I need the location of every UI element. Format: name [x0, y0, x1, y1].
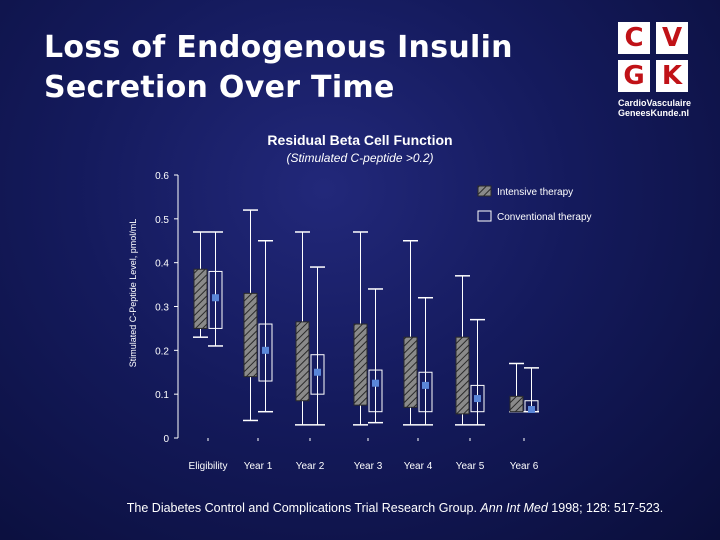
box — [403, 336, 418, 408]
box — [418, 371, 433, 413]
x-tick-label: Year 1 — [244, 461, 273, 472]
y-tick-label: 0.5 — [155, 215, 169, 226]
chart-subtitle: (Stimulated C-peptide >0.2) — [286, 151, 434, 165]
median-marker — [422, 381, 429, 389]
y-tick-label: 0.1 — [155, 390, 169, 401]
y-tick-label: 0.6 — [155, 171, 169, 182]
intensive-box — [243, 209, 258, 422]
cvgk-logo: C V G K CardioVasculaire GeneesKunde.nl — [618, 22, 698, 118]
y-tick-label: 0.4 — [155, 259, 169, 270]
median-marker — [372, 379, 379, 387]
x-tick-label: Year 4 — [404, 461, 433, 472]
conventional-box — [418, 296, 433, 426]
citation: The Diabetes Control and Complications T… — [0, 501, 720, 515]
logo-letter-c: C — [618, 22, 650, 54]
x-tick-label: Eligibility — [189, 461, 228, 472]
legend-swatch-open — [477, 210, 492, 222]
citation-details: 1998; 128: 517-523. — [547, 501, 664, 515]
box — [243, 292, 258, 378]
median-marker — [474, 395, 481, 403]
citation-journal: Ann Int Med — [480, 501, 548, 515]
median-marker — [528, 406, 535, 414]
box — [509, 395, 524, 413]
y-tick-label: 0.3 — [155, 303, 169, 314]
intensive-box — [509, 362, 524, 413]
logo-letter-v: V — [656, 22, 688, 54]
intensive-box — [295, 231, 310, 426]
median-marker — [212, 294, 219, 302]
box — [193, 268, 208, 329]
citation-authors: The Diabetes Control and Complications T… — [126, 501, 481, 515]
box — [353, 323, 368, 406]
legend-label: Intensive therapy — [497, 187, 573, 198]
x-tick-label: Year 2 — [296, 461, 325, 472]
conventional-box — [470, 318, 485, 426]
conventional-box — [368, 288, 383, 424]
legend-swatch-hatched — [477, 185, 492, 197]
intensive-box — [455, 275, 470, 426]
x-tick-label: Year 5 — [456, 461, 485, 472]
box — [368, 369, 383, 413]
plot-area: 0 0.1 0.2 0.3 0.4 0.5 0.6 Eligibility Year 1 Year… — [155, 171, 591, 472]
intensive-box — [353, 231, 368, 426]
median-marker — [262, 346, 269, 354]
y-tick-label: 0 — [163, 434, 169, 445]
conventional-box — [524, 367, 539, 414]
logo-letter-k: K — [656, 60, 688, 92]
x-tick-label: Year 6 — [510, 461, 539, 472]
conventional-box — [310, 266, 325, 426]
intensive-box — [193, 231, 208, 338]
logo-letter-g: G — [618, 60, 650, 92]
chart-title: Residual Beta Cell Function — [267, 132, 453, 148]
median-marker — [314, 368, 321, 376]
conventional-box — [208, 231, 223, 347]
slide-title: Loss of Endogenous Insulin Secretion Ove… — [44, 28, 604, 108]
box — [470, 384, 485, 413]
x-tick-label: Year 3 — [354, 461, 383, 472]
box — [258, 323, 273, 382]
logo-text-line-1: CardioVasculaire — [618, 98, 692, 108]
box — [310, 354, 325, 395]
legend-intensive: Intensive therapy — [477, 185, 573, 198]
box — [295, 321, 310, 402]
logo-text-line-2: GeneesKunde.nl — [618, 108, 690, 118]
slide-title-line-2: Secretion Over Time — [44, 70, 395, 105]
legend-label: Conventional therapy — [497, 212, 592, 223]
y-axis-label: Stimulated C-Peptide Level, pmol/mL — [128, 219, 138, 368]
conventional-box — [258, 240, 273, 413]
slide-title-line-1: Loss of Endogenous Insulin — [44, 30, 513, 65]
legend-conventional: Conventional therapy — [477, 210, 592, 223]
y-tick-label: 0.2 — [155, 346, 169, 357]
box — [455, 336, 470, 415]
box — [208, 270, 223, 329]
intensive-box — [403, 240, 418, 426]
